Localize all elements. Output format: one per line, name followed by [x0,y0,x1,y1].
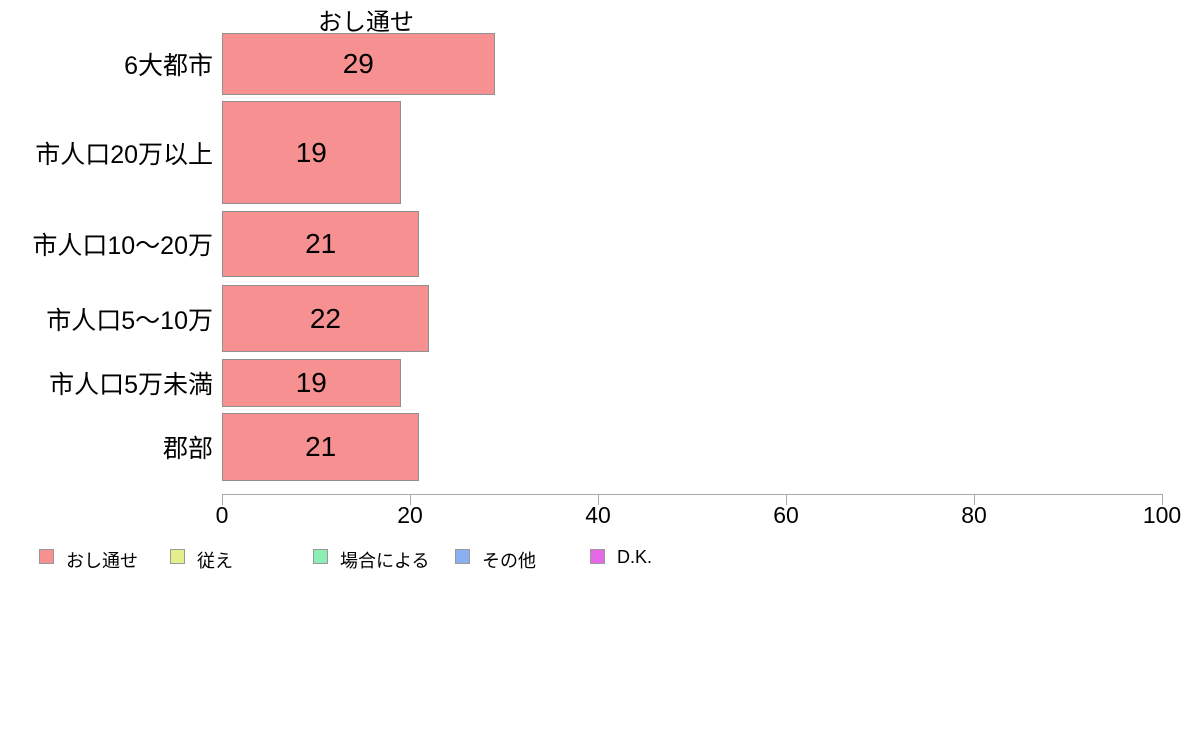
x-axis-tick [974,494,975,505]
x-axis-tick [410,494,411,505]
x-axis-tick [786,494,787,505]
category-label: 市人口5万未満 [49,371,213,399]
legend-label: 場合による [340,551,430,571]
bar-value-label: 29 [342,48,374,79]
category-label: 市人口5〜10万 [46,306,213,335]
bar: 22 [222,285,429,352]
chart-title: おし通せ [318,9,414,36]
category-label: 郡部 [162,435,213,463]
bar: 19 [222,359,401,407]
legend-swatch [590,549,605,564]
category-label: 市人口20万以上 [35,140,213,169]
legend-swatch [455,549,470,564]
bar-value-label: 21 [305,431,337,462]
bar: 29 [222,33,495,95]
bar-value-label: 22 [309,302,341,334]
x-axis-tick-label: 20 [397,502,423,528]
legend-swatch [313,549,328,564]
legend-label: その他 [482,551,536,571]
category-label: 6大都市 [124,52,213,80]
legend-label: D.K. [617,547,653,567]
bar-value-label: 21 [305,228,337,259]
bar: 19 [222,101,401,204]
x-axis-tick [222,494,223,505]
bar-value-label: 19 [295,367,327,398]
legend-swatch [39,549,54,564]
bar: 21 [222,211,420,277]
x-axis-tick-label: 80 [961,502,987,528]
legend-label: おし通せ [66,551,138,571]
x-axis-tick-label: 40 [585,502,611,528]
bar: 21 [222,413,420,481]
x-axis-tick [598,494,599,505]
bar-value-label: 19 [295,136,327,168]
category-label: 市人口10〜20万 [32,232,213,260]
x-axis-tick-label: 0 [215,502,229,528]
x-axis-tick-label: 60 [773,502,799,528]
x-axis-tick-label: 100 [1142,502,1182,528]
x-axis-line [222,494,1163,495]
x-axis-tick [1162,494,1163,505]
legend-label: 従え [197,551,233,571]
legend-swatch [170,549,185,564]
